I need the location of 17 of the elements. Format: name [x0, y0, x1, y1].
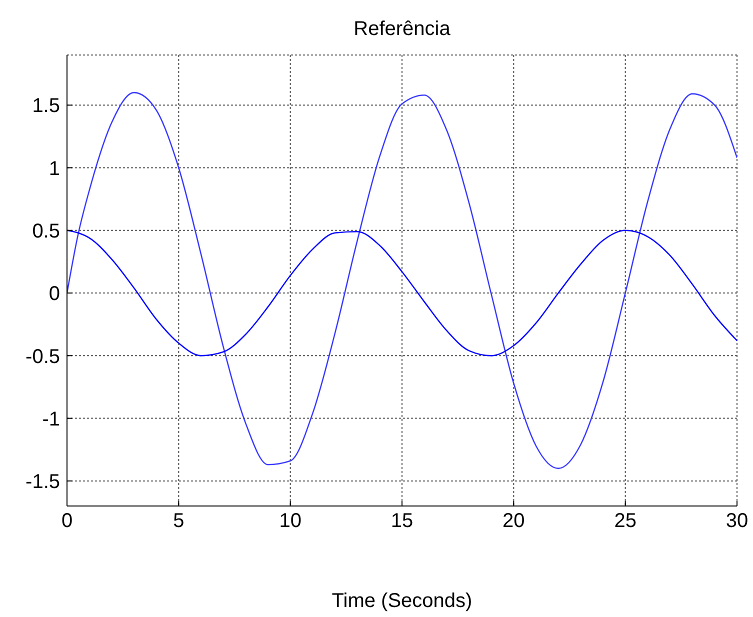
x-tick-label: 15: [390, 510, 414, 532]
line-series: [67, 92, 737, 470]
y-tick-label: 1.5: [32, 95, 60, 118]
x-axis-title: Time (Seconds): [330, 590, 474, 613]
y-tick-label: 0.5: [32, 220, 60, 242]
x-tick-label: 30: [726, 510, 748, 532]
y-tick-label: 1: [48, 158, 60, 180]
x-tick-label: 5: [173, 510, 184, 532]
y-tick-label: -0.5: [26, 346, 60, 368]
line-series: [67, 230, 737, 356]
y-tick-label: -1: [42, 408, 60, 430]
x-tick-label: 20: [502, 510, 525, 532]
x-tick-label: 10: [279, 510, 302, 532]
x-tick-label: 25: [614, 510, 636, 532]
y-tick-label: -1.5: [26, 471, 60, 494]
y-tick-label: 0: [48, 283, 60, 306]
chart-title: Referência: [352, 18, 452, 41]
